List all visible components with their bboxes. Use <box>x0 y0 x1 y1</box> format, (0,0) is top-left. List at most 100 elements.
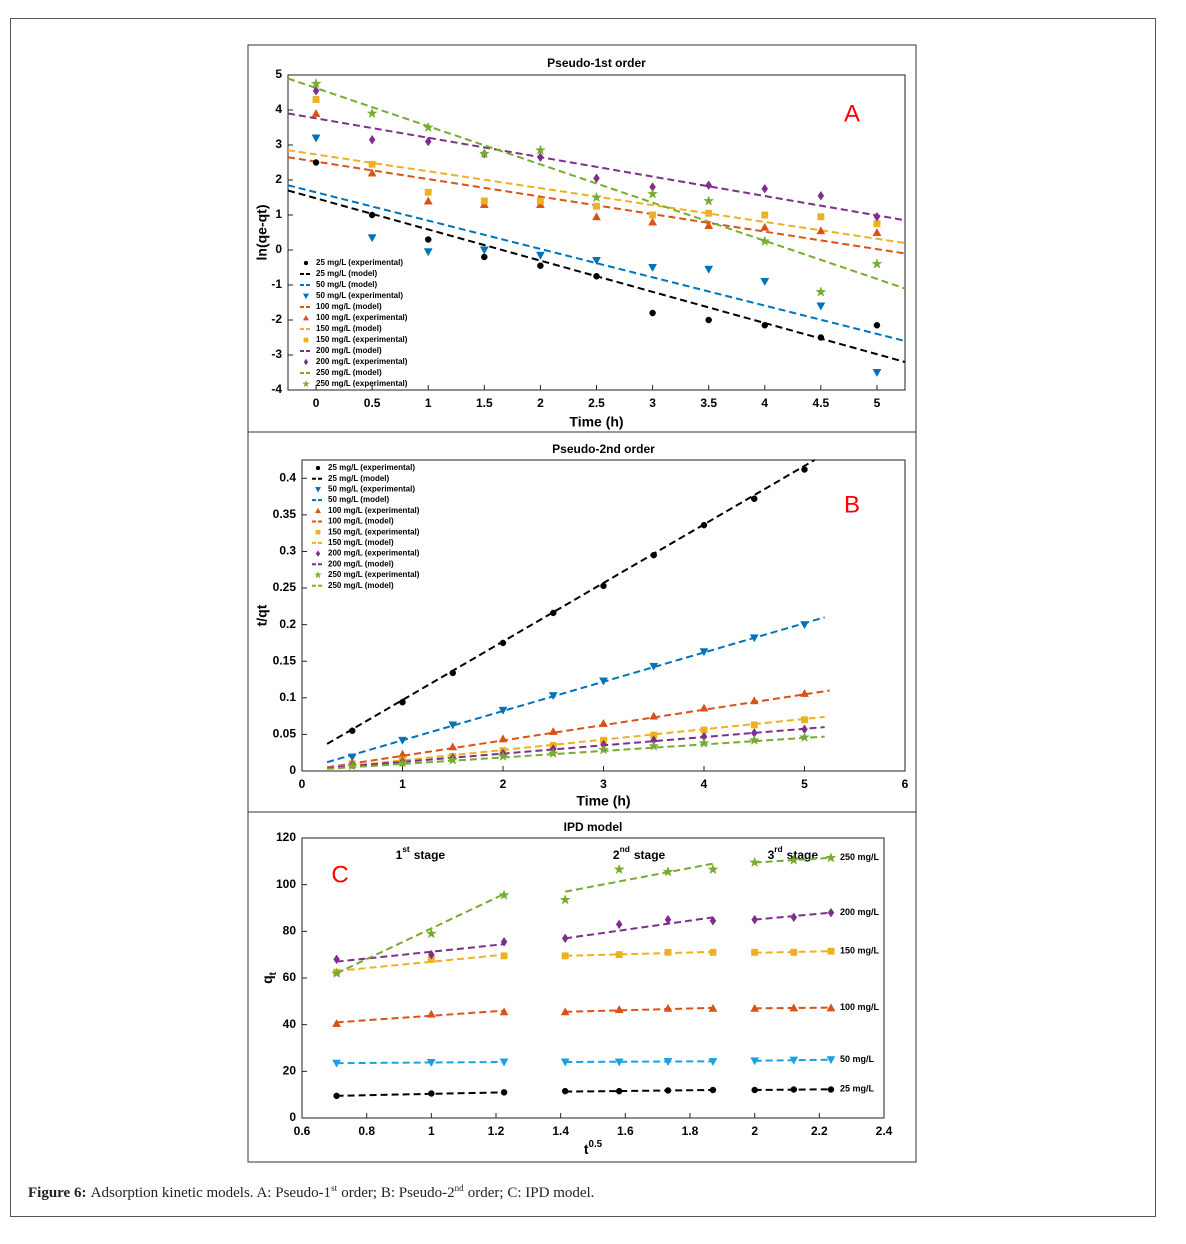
data-point <box>548 726 558 735</box>
data-point <box>700 726 708 734</box>
x-tick-label: 0 <box>299 777 306 791</box>
data-point <box>331 967 343 978</box>
legend-label: 25 mg/L (experimental) <box>328 463 415 472</box>
label-part: 3 <box>768 848 775 862</box>
data-point <box>704 265 714 274</box>
data-point <box>332 1018 342 1027</box>
x-tick-label: 1 <box>399 777 406 791</box>
data-point <box>751 914 758 925</box>
data-point <box>749 856 761 868</box>
y-tick-label: 0.05 <box>273 727 297 741</box>
data-point <box>704 220 714 229</box>
x-tick-label: 1.6 <box>617 1124 634 1138</box>
legend-marker <box>315 529 321 535</box>
y-tick-label: 120 <box>276 830 296 844</box>
data-point <box>311 134 321 143</box>
data-point <box>535 251 545 260</box>
y-tick-label: 0.2 <box>279 617 296 631</box>
data-point <box>534 144 546 155</box>
data-point <box>825 852 837 863</box>
data-point <box>367 234 377 243</box>
data-point <box>333 1092 340 1100</box>
data-point <box>817 334 825 341</box>
legend-label: 200 mg/L (experimental) <box>328 549 420 558</box>
caption-part: Adsorption kinetic models. A: Pseudo-1 <box>90 1185 332 1201</box>
panel-letter: B <box>844 491 860 518</box>
data-point <box>592 257 601 266</box>
data-point <box>550 609 557 617</box>
model-line <box>326 459 816 745</box>
data-point <box>599 718 608 727</box>
stage-fit-line <box>565 916 714 940</box>
data-point <box>650 551 657 559</box>
model-line <box>326 689 830 769</box>
legend-label: 25 mg/L (model) <box>316 269 378 278</box>
data-point <box>664 1087 672 1094</box>
data-point <box>498 889 510 900</box>
data-point <box>478 147 490 159</box>
x-tick-label: 4.5 <box>813 396 830 410</box>
data-point <box>759 235 771 246</box>
data-point <box>312 96 320 103</box>
x-tick-label: 5 <box>801 777 808 791</box>
data-point <box>311 108 321 117</box>
x-tick-label: 3 <box>649 396 656 410</box>
legend-marker <box>314 570 322 579</box>
data-point <box>312 85 320 96</box>
x-tick-label: 1.8 <box>682 1124 699 1138</box>
y-tick-label: 2 <box>275 172 282 186</box>
data-point <box>425 927 437 939</box>
label-part: 0.5 <box>589 1139 603 1150</box>
plot-area <box>301 837 885 1119</box>
y-tick-label: 0.1 <box>279 690 296 704</box>
x-tick-label: 2.2 <box>811 1124 828 1138</box>
y-tick-label: 0 <box>275 242 282 256</box>
data-point <box>312 159 320 166</box>
x-tick-label: 5 <box>874 396 881 410</box>
data-point <box>872 369 882 378</box>
legend-label: 250 mg/L (experimental) <box>328 570 420 579</box>
data-point <box>561 933 569 944</box>
data-point <box>598 744 609 755</box>
y-tick-label: 0.4 <box>279 470 296 484</box>
data-point <box>593 173 600 184</box>
data-point <box>367 168 377 177</box>
data-point <box>705 180 712 191</box>
legend-label: 100 mg/L (model) <box>316 302 382 311</box>
data-point <box>664 914 672 925</box>
data-point <box>790 948 798 956</box>
y-tick-label: 100 <box>276 877 296 891</box>
data-point <box>560 1007 570 1016</box>
data-point <box>761 211 769 219</box>
data-point <box>481 253 488 261</box>
stage-fit-line <box>336 1091 505 1097</box>
x-tick-label: 2.4 <box>876 1124 893 1138</box>
data-point <box>749 696 759 705</box>
x-tick-label: 2 <box>537 396 544 410</box>
legend-label: 100 mg/L (experimental) <box>328 506 420 515</box>
legend-marker <box>314 487 322 493</box>
model-line <box>327 715 825 770</box>
x-tick-label: 0.8 <box>358 1124 375 1138</box>
caption-part: order; B: Pseudo-2 <box>341 1185 455 1201</box>
data-point <box>561 1087 569 1095</box>
data-point <box>800 621 809 630</box>
x-tick-label: 1 <box>428 1124 435 1138</box>
x-tick-label: 1 <box>425 396 432 410</box>
data-point <box>826 1056 836 1065</box>
data-point <box>500 936 508 947</box>
data-point <box>349 727 356 735</box>
data-point <box>873 322 881 329</box>
x-tick-label: 0 <box>313 396 320 410</box>
figure-frame <box>10 18 1156 1217</box>
y-tick-label: 80 <box>283 924 297 938</box>
data-point <box>333 954 340 965</box>
x-tick-label: 3.5 <box>700 396 717 410</box>
stage-fit-line <box>336 943 505 963</box>
data-point <box>614 1058 624 1067</box>
data-point <box>827 1086 835 1093</box>
y-tick-label: 0 <box>289 1110 296 1124</box>
legend-label: 50 mg/L (model) <box>328 495 390 504</box>
stage-fit-line <box>336 893 505 975</box>
data-point <box>648 740 660 751</box>
